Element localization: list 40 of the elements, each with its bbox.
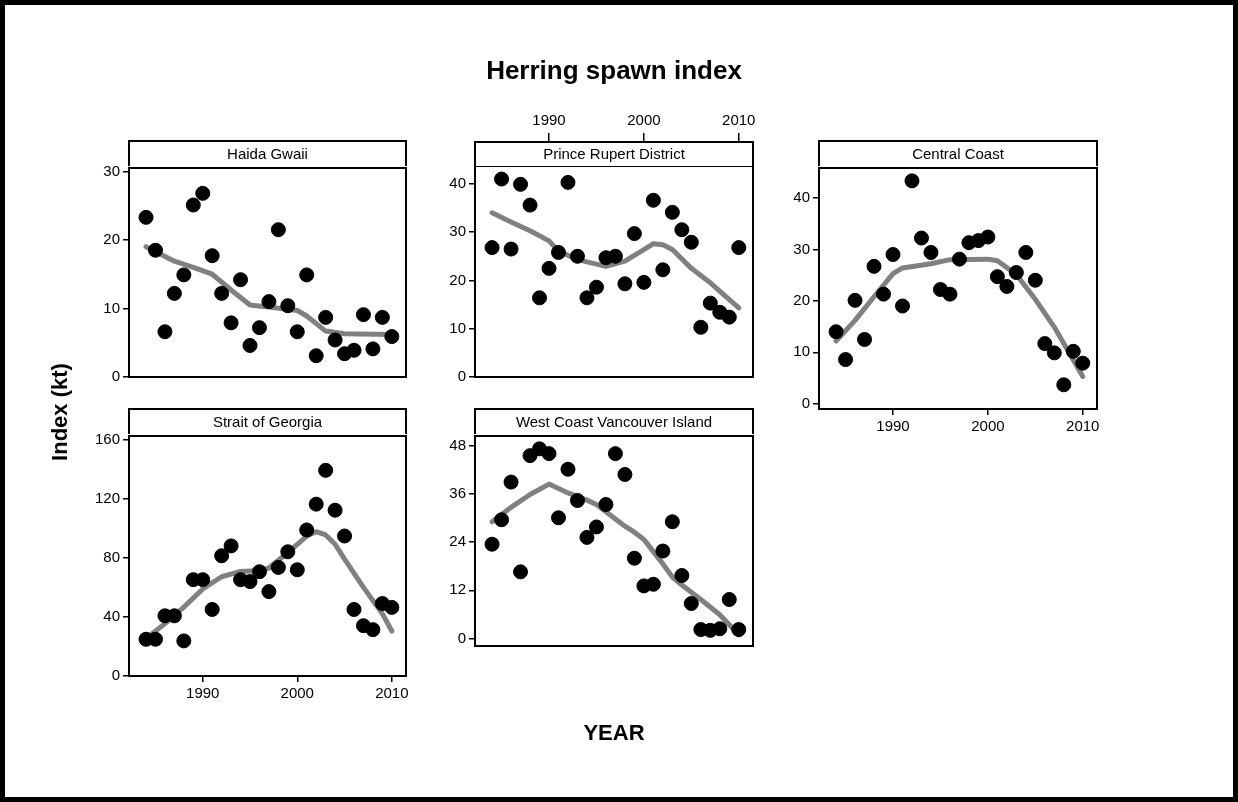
y-tick-label: 48: [449, 436, 466, 454]
y-tick-label: 20: [449, 270, 466, 288]
y-tick-label: 30: [793, 239, 810, 257]
y-tick-label: 40: [103, 607, 120, 625]
y-tick-label: 0: [111, 367, 120, 385]
y-tick-label: 24: [449, 532, 466, 550]
x-tick-label: 1990: [186, 684, 220, 702]
x-tick-label: 2010: [375, 684, 409, 702]
y-tick-label: 10: [103, 298, 120, 316]
y-tick-label: 10: [793, 342, 810, 360]
y-tick-label: 0: [457, 628, 466, 646]
chart-title: West Coast Vancouver Island: [474, 408, 754, 434]
y-axis-title: Index (kt): [46, 362, 73, 463]
y-tick-label: 0: [457, 367, 466, 385]
x2-tick-label: 2010: [722, 111, 756, 129]
y-tick-label: 40: [793, 188, 810, 206]
text: Herring spawn index: [485, 54, 743, 87]
y-tick-label: 36: [449, 484, 466, 502]
x-tick-label: 2010: [1066, 417, 1100, 435]
chart-title: Central Coast: [818, 140, 1098, 166]
y-tick-label: 0: [801, 393, 810, 411]
y-tick-label: 80: [103, 548, 120, 566]
y-tick-label: 20: [793, 291, 810, 308]
chart-title: Haida Gwaii: [128, 140, 407, 166]
y-tick-label: 0: [111, 666, 120, 684]
y-tick-label: 120: [94, 489, 120, 507]
x2-tick-label: 1990: [532, 111, 566, 129]
x2-tick-label: 2000: [627, 111, 661, 129]
x-axis-title: YEAR: [582, 719, 646, 747]
y-tick-label: 40: [449, 174, 466, 192]
y-tick-label: 160: [94, 430, 120, 448]
y-tick-label: 10: [449, 318, 466, 336]
x-tick-label: 2000: [280, 684, 314, 702]
y-tick-label: 30: [103, 161, 120, 179]
y-tick-label: 12: [449, 580, 466, 598]
y-tick-label: 20: [103, 230, 120, 248]
chart-title: Strait of Georgia: [128, 408, 407, 434]
x-tick-label: 1990: [876, 417, 910, 435]
y-tick-label: 30: [449, 222, 466, 240]
x-tick-label: 2000: [971, 417, 1005, 435]
